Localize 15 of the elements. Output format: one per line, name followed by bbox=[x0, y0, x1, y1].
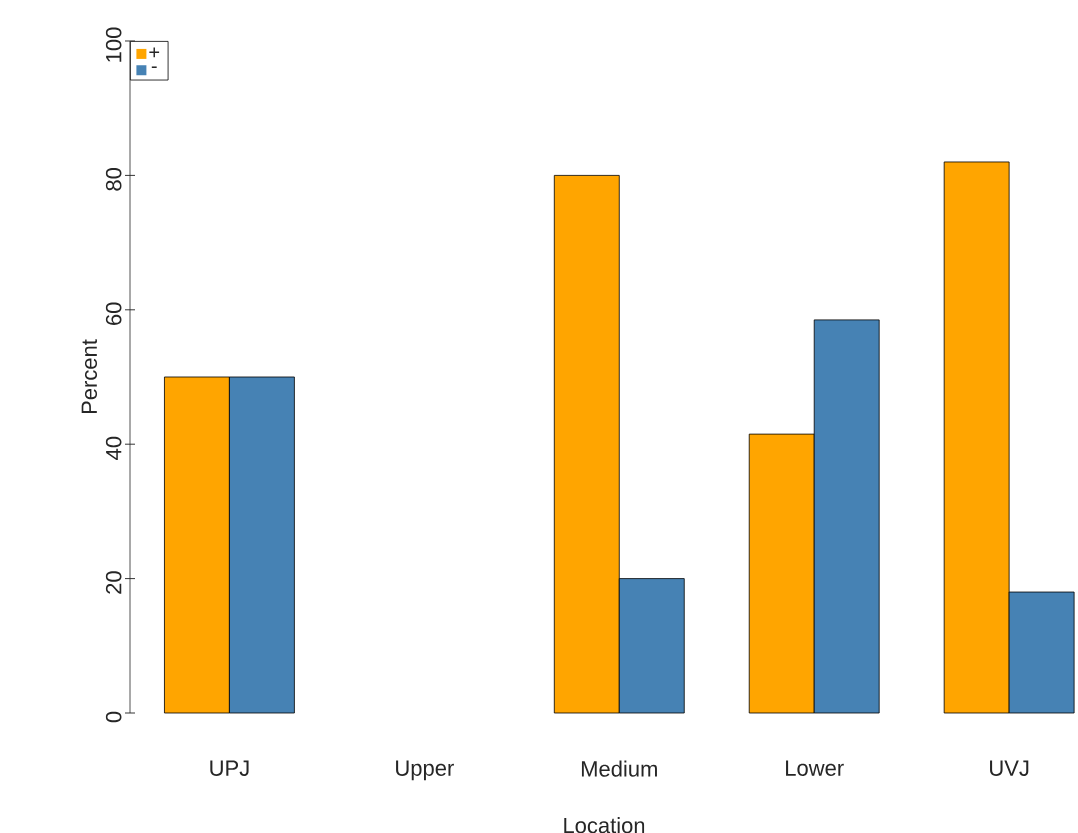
legend-label: - bbox=[151, 66, 157, 68]
y-tick-label: 0 bbox=[105, 711, 122, 723]
y-tick-label: 60 bbox=[105, 302, 122, 325]
x-tick-label: Medium bbox=[581, 760, 657, 777]
x-axis-title: Location bbox=[564, 817, 645, 833]
y-tick-label: 80 bbox=[105, 168, 122, 191]
y-axis-title: Percent bbox=[81, 339, 98, 414]
legend-label: + bbox=[149, 47, 160, 58]
y-tick-label: 20 bbox=[105, 571, 122, 594]
x-tick-label: UPJ bbox=[210, 760, 249, 776]
x-tick-label: Lower bbox=[786, 760, 844, 776]
y-tick-label: 100 bbox=[105, 27, 122, 62]
x-tick-label: Upper bbox=[396, 760, 454, 781]
y-tick-label: 40 bbox=[105, 436, 122, 460]
x-tick-label: UVJ bbox=[990, 760, 1029, 776]
